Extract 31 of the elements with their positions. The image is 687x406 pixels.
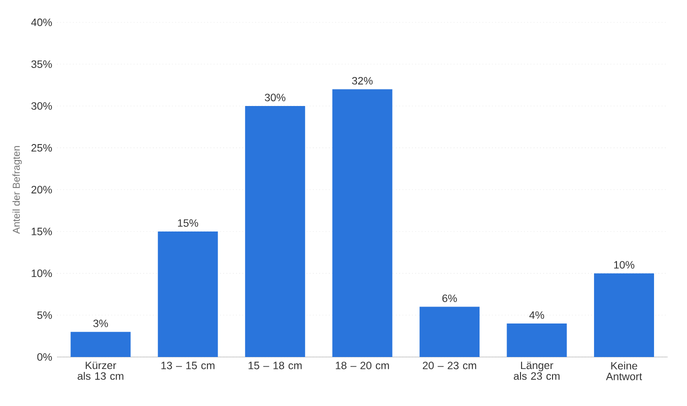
bar xyxy=(70,332,131,357)
data-label: 30% xyxy=(264,94,286,102)
bar xyxy=(245,106,306,357)
y-tick-label: 5% xyxy=(37,311,52,319)
data-label: 32% xyxy=(352,77,373,85)
data-label: 4% xyxy=(529,311,544,319)
y-tick-label: 20% xyxy=(31,186,52,194)
x-tick-label: Kürzer als 13 cm xyxy=(78,362,124,380)
x-tick-label: 13 – 15 cm xyxy=(161,362,214,370)
data-label: 10% xyxy=(614,261,634,269)
y-tick-label: 35% xyxy=(31,60,52,68)
x-tick-label: Länger als 23 cm xyxy=(514,362,560,380)
x-tick-label: 15 – 18 cm xyxy=(248,362,302,370)
x-tick-label: 20 – 23 cm xyxy=(422,362,476,370)
data-label: 3% xyxy=(93,320,108,328)
bar xyxy=(158,231,218,357)
y-tick-label: 40% xyxy=(31,18,52,26)
y-tick-label: 30% xyxy=(31,102,52,110)
y-tick-label: 25% xyxy=(31,144,52,152)
bar xyxy=(594,273,654,357)
bar xyxy=(332,89,392,357)
y-axis-title: Anteil der Befragten xyxy=(12,146,22,234)
y-tick-label: 15% xyxy=(32,228,52,236)
x-tick-label: Keine Antwort xyxy=(606,362,642,380)
bar xyxy=(420,306,480,357)
y-tick-label: 10% xyxy=(32,270,52,278)
data-label: 15% xyxy=(178,219,198,227)
y-tick-label: 0% xyxy=(37,353,52,361)
bar xyxy=(506,324,567,357)
data-label: 6% xyxy=(442,294,457,302)
x-tick-label: 18 – 20 cm xyxy=(336,362,389,370)
